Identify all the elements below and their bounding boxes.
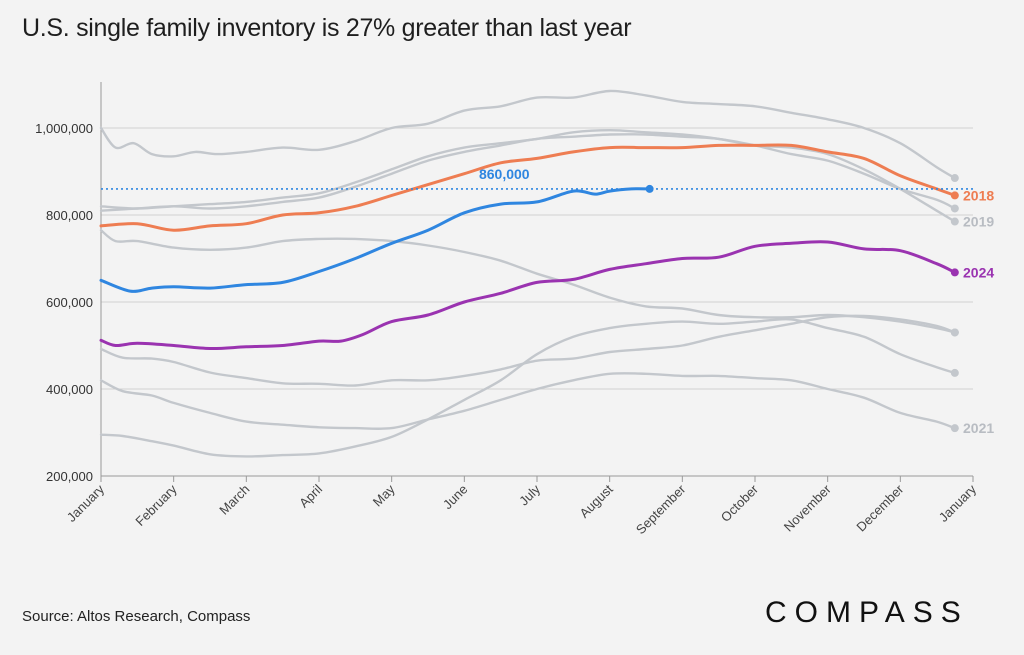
series-line-gray <box>99 89 956 180</box>
series-line-blue <box>99 187 652 293</box>
series-line-gray <box>99 133 956 212</box>
x-tick-label: April <box>296 481 325 510</box>
x-tick-label: October <box>718 481 762 525</box>
line-chart: 200,000 400,000 600,000 800,000 1,000,000 Jan… <box>35 82 994 537</box>
series-line-gray <box>99 317 956 458</box>
x-tick-label: May <box>370 481 398 509</box>
x-tick-label: June <box>440 482 471 513</box>
label-2021: 2021 <box>963 420 994 436</box>
series-end-point <box>950 328 959 337</box>
label-2024: 2024 <box>963 264 994 280</box>
series-end-point <box>950 217 959 226</box>
x-tick-label: November <box>781 481 834 534</box>
compass-logo: COMPASS <box>765 596 969 629</box>
source-note: Source: Altos Research, Compass <box>22 608 251 625</box>
x-tick-label: January <box>64 481 108 525</box>
x-tick-label: March <box>216 482 252 518</box>
series-end-point <box>950 204 959 213</box>
series-end-point <box>950 174 959 183</box>
y-tick-label: 600,000 <box>46 295 93 310</box>
y-tick-label: 800,000 <box>46 208 93 223</box>
label-2019: 2019 <box>963 214 994 230</box>
series-line-2024 <box>99 240 957 351</box>
series-line-2018 <box>99 143 957 232</box>
series-end-point <box>645 184 654 193</box>
label-2018: 2018 <box>963 187 994 203</box>
x-tick-label: January <box>936 481 980 525</box>
x-tick-label: July <box>516 481 543 508</box>
y-tick-label: 400,000 <box>46 382 93 397</box>
reference-line-label: 860,000 <box>479 166 530 182</box>
series-end-point <box>950 191 959 200</box>
x-tick-label: August <box>577 481 616 520</box>
x-tick-label: December <box>853 481 906 534</box>
y-tick-label: 1,000,000 <box>35 121 93 136</box>
series-end-point <box>950 268 959 277</box>
series-line-gray <box>99 372 956 431</box>
series-line-gray <box>99 314 956 387</box>
series-line-gray <box>99 229 956 334</box>
series-end-point <box>950 368 959 377</box>
x-tick-label: February <box>132 481 180 529</box>
y-tick-label: 200,000 <box>46 469 93 484</box>
series-end-point <box>950 424 959 433</box>
x-tick-label: September <box>633 481 689 537</box>
chart-title: U.S. single family inventory is 27% grea… <box>22 14 632 42</box>
